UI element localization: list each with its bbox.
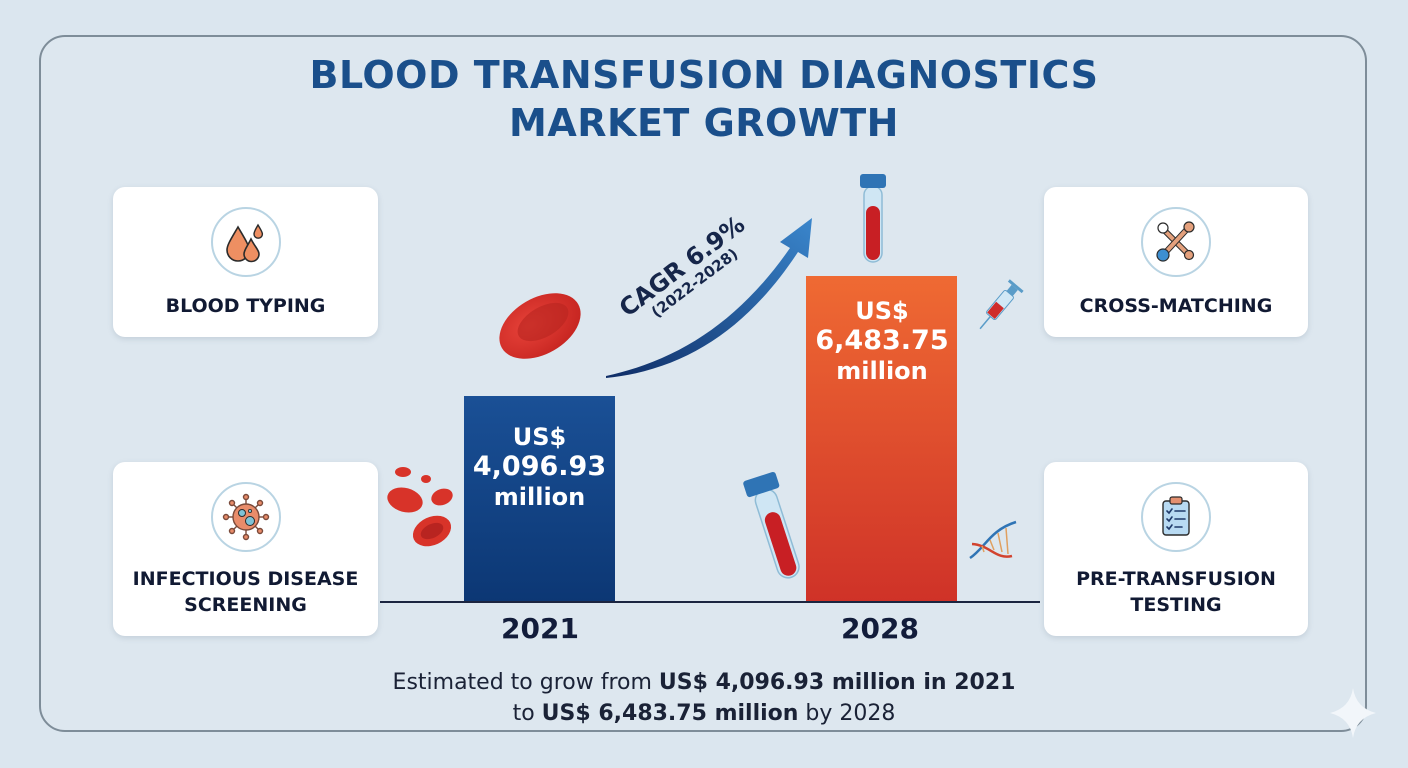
virus-icon — [210, 482, 281, 552]
caption-line1: Estimated to grow from US$ 4,096.93 mill… — [0, 668, 1408, 697]
growth-arrow-icon — [606, 218, 812, 378]
clipboard-checklist-icon — [1141, 482, 1211, 552]
bar-label-suffix: million — [836, 357, 928, 385]
caption-highlight: US$ 4,096.93 million in 2021 — [658, 670, 1016, 695]
caption-text: by 2028 — [798, 701, 896, 726]
bar-label-2028: US$ 6,483.75 million — [806, 296, 958, 386]
caption-line2: to US$ 6,483.75 million by 2028 — [0, 699, 1408, 728]
bar-label-prefix: US$ — [512, 423, 567, 451]
bar-label-prefix: US$ — [855, 297, 909, 325]
bar-label-value: 6,483.75 — [815, 325, 949, 356]
page-title-line2: MARKET GROWTH — [509, 101, 899, 145]
blood-drops-icon — [210, 207, 281, 277]
segment-card-blood-typing: BLOOD TYPING — [113, 187, 378, 337]
segment-label: CROSS-MATCHING — [1079, 295, 1273, 317]
syringe-icon — [979, 279, 1024, 330]
caption-highlight: US$ 6,483.75 million — [541, 701, 799, 726]
segment-label-line2: SCREENING — [184, 594, 307, 616]
segment-label-line1: INFECTIOUS DISEASE — [132, 568, 359, 590]
segment-card-pre-transfusion: PRE-TRANSFUSION TESTING — [1044, 462, 1308, 636]
segment-label-line2: TESTING — [1130, 594, 1222, 616]
cross-matching-swabs-icon — [1141, 207, 1211, 277]
segment-label: BLOOD TYPING — [165, 295, 326, 317]
bar-2028 — [806, 276, 957, 602]
page-title-line1: BLOOD TRANSFUSION DIAGNOSTICS — [309, 53, 1099, 97]
test-tube-icon — [743, 471, 800, 579]
dna-helix-icon — [969, 520, 1017, 560]
red-blood-cells-cluster-icon — [387, 467, 453, 547]
segment-card-infectious-disease: INFECTIOUS DISEASE SCREENING — [113, 462, 378, 636]
sparkle-icon — [1330, 688, 1376, 738]
caption-text: Estimated to grow from — [392, 670, 659, 695]
bar-label-suffix: million — [493, 483, 586, 511]
bar-label-2021: US$ 4,096.93 million — [464, 422, 615, 512]
red-blood-cell-icon — [499, 293, 581, 359]
x-tick-label-2028: 2028 — [841, 612, 919, 645]
x-tick-label-2021: 2021 — [501, 612, 579, 645]
segment-label-line1: PRE-TRANSFUSION — [1076, 568, 1276, 590]
bar-label-value: 4,096.93 — [472, 451, 607, 482]
segment-card-cross-matching: CROSS-MATCHING — [1044, 187, 1308, 337]
bar-2021 — [464, 396, 615, 602]
test-tube-icon — [860, 174, 886, 263]
caption-text: to — [512, 701, 542, 726]
